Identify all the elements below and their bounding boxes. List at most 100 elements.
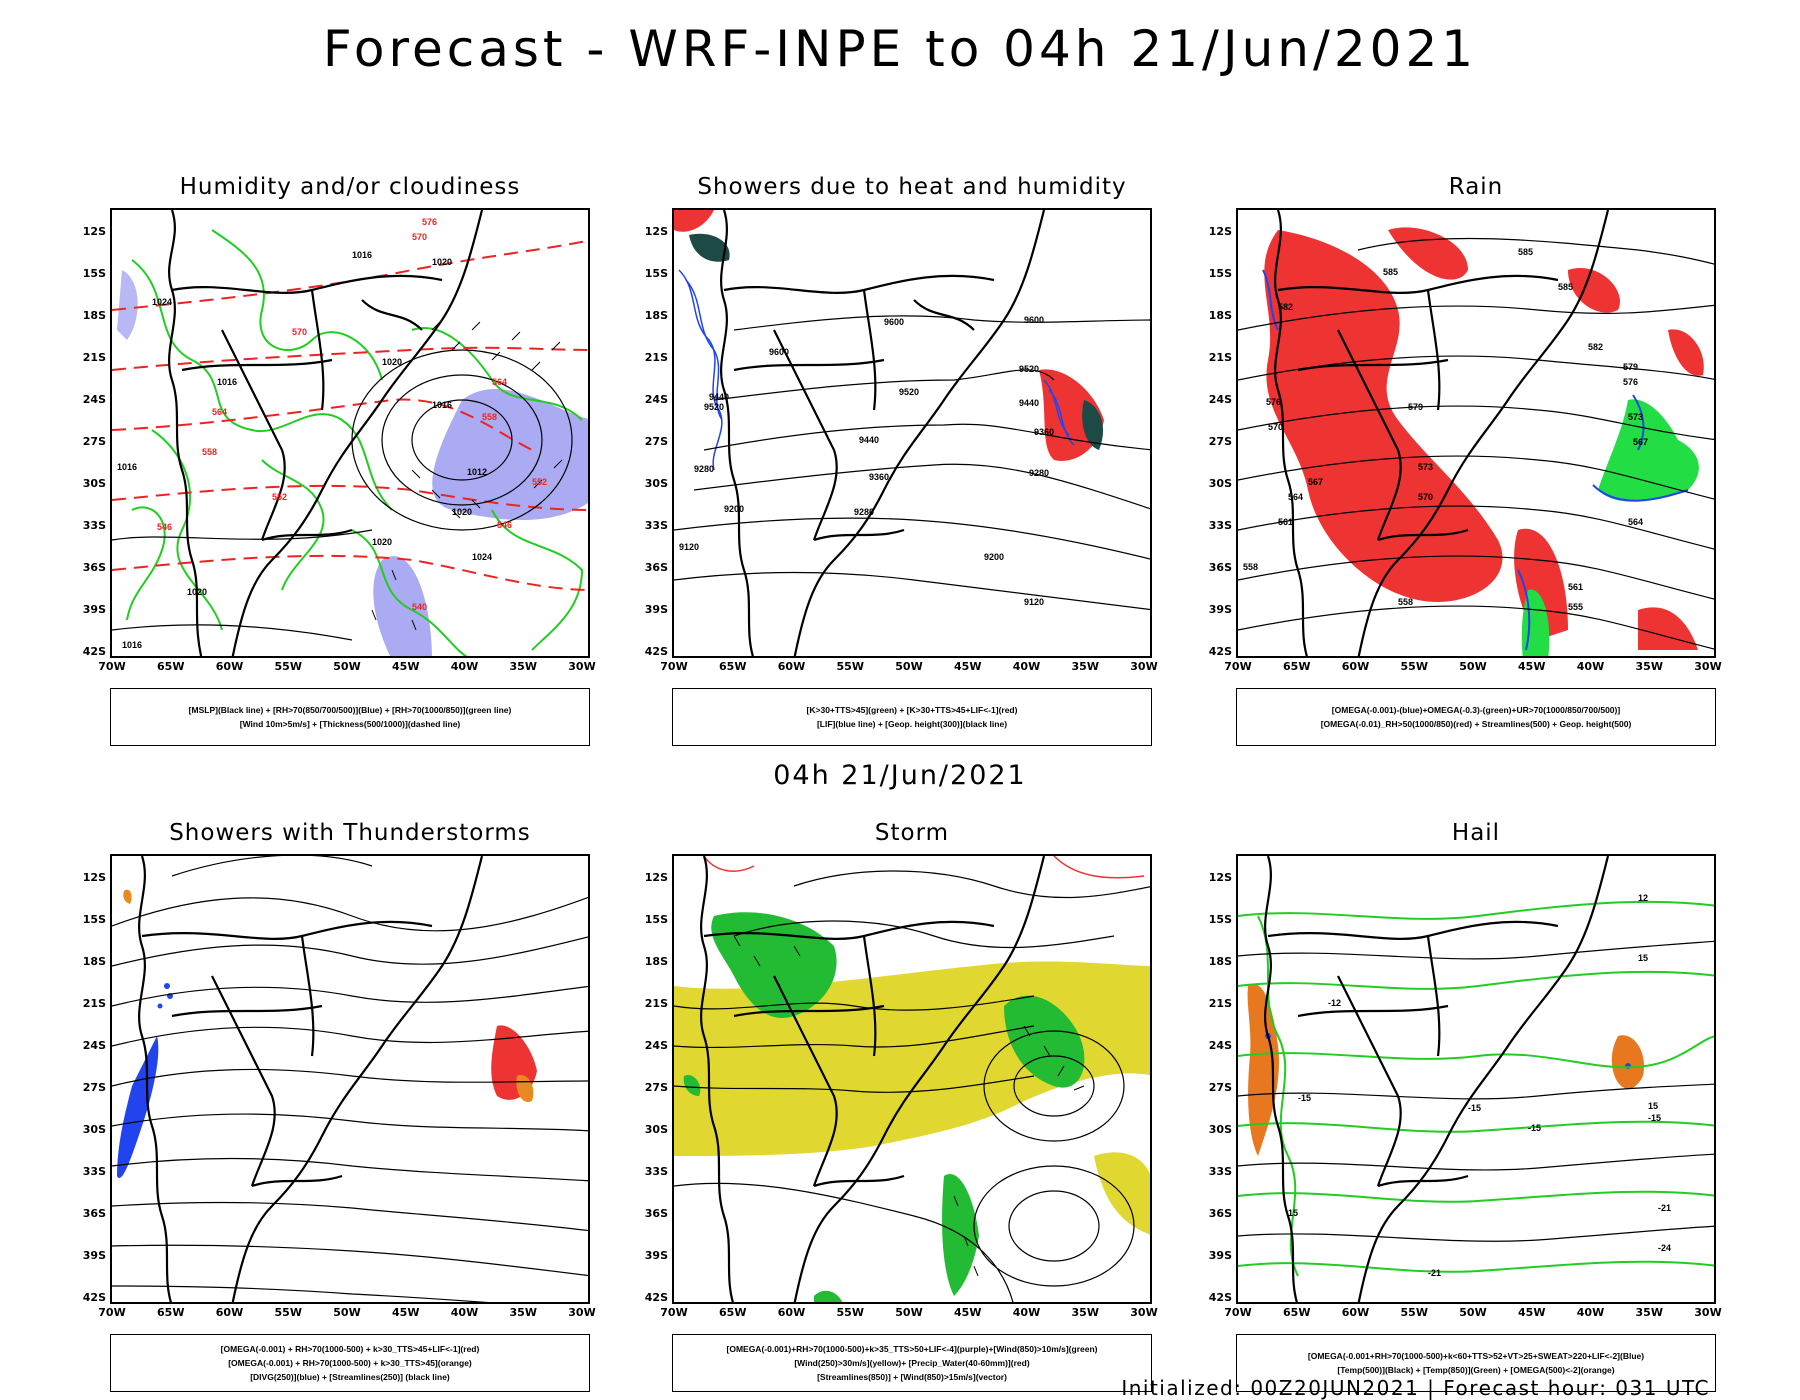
- contour-label: 570: [1418, 492, 1433, 502]
- contour-label: 1016: [432, 400, 452, 410]
- latitude-label: 30S: [644, 477, 668, 490]
- contour-label: 9600: [1024, 315, 1044, 325]
- latitude-label: 18S: [1208, 955, 1232, 968]
- latitude-label: 36S: [644, 1207, 668, 1220]
- latitude-label: 18S: [644, 955, 668, 968]
- latitude-label: 36S: [82, 561, 106, 574]
- contour-label: 585: [1558, 282, 1573, 292]
- legend-line: [OMEGA(-0.01)_RH>50(1000/850)(red) + Str…: [1320, 719, 1632, 729]
- longitude-label: 65W: [157, 660, 185, 673]
- contour-label: 1016: [122, 640, 142, 650]
- latitude-label: 15S: [644, 913, 668, 926]
- contour-label: 15: [1288, 1208, 1298, 1218]
- contour-label: 576: [1623, 377, 1638, 387]
- map-svg: 1016 1020 1024 1016 1020 1012 1016 1016 …: [112, 210, 588, 656]
- latitude-label: 39S: [82, 1249, 106, 1262]
- contour-label: 579: [1408, 402, 1423, 412]
- longitude-label: 30W: [1694, 660, 1722, 673]
- latitude-label: 21S: [644, 997, 668, 1010]
- contour-label: 570: [412, 232, 427, 242]
- contour-label: 15: [1648, 1101, 1658, 1111]
- panel-rain: Rain: [1209, 174, 1722, 754]
- contour-label: 546: [497, 520, 512, 530]
- longitude-label: 50W: [1459, 1306, 1487, 1319]
- latitude-label: 15S: [644, 267, 668, 280]
- contour-label: 9600: [884, 317, 904, 327]
- latitude-label: 30S: [1208, 477, 1232, 490]
- contour-label: -12: [1328, 998, 1341, 1008]
- legend-line: [Wind(250)>30m/s](yellow)+ [Precip_Water…: [794, 1358, 1030, 1368]
- contour-label: 9280: [854, 507, 874, 517]
- longitude-label: 70W: [98, 1306, 126, 1319]
- longitude-label: 55W: [274, 660, 302, 673]
- latitude-label: 21S: [82, 351, 106, 364]
- panel-title: Rain: [1448, 174, 1504, 200]
- latitude-label: 12S: [644, 871, 668, 884]
- coastline-and-borders: [1264, 856, 1610, 1302]
- panel-storm: Storm: [645, 820, 1158, 1400]
- legend: [OMEGA(-0.001) + RH>70(1000-500) + k>30_…: [110, 1334, 590, 1392]
- red-orange-storm: [123, 889, 537, 1102]
- longitude-label: 45W: [954, 1306, 982, 1319]
- longitude-label: 45W: [392, 1306, 420, 1319]
- longitude-label: 35W: [1071, 1306, 1099, 1319]
- longitude-label: 30W: [1130, 1306, 1158, 1319]
- latitude-label: 15S: [82, 267, 106, 280]
- contour-label: 573: [1628, 412, 1643, 422]
- contour-label: 579: [1623, 362, 1638, 372]
- latitude-label: 15S: [1208, 267, 1232, 280]
- legend: [OMEGA(-0.001)-(blue)+OMEGA(-0.3)-(green…: [1236, 688, 1716, 746]
- latitude-label: 39S: [644, 603, 668, 616]
- contour-label: 9200: [984, 552, 1004, 562]
- map-svg: [674, 856, 1150, 1302]
- longitude-label: 70W: [1224, 660, 1252, 673]
- map-svg: -15 -15 -15 -15 -21 -21 -24 -12 12 15 15…: [1238, 856, 1714, 1302]
- coastline-and-borders: [138, 856, 484, 1302]
- contour-label: 552: [272, 492, 287, 502]
- thickness-dashed: [112, 239, 588, 591]
- latitude-label: 12S: [82, 871, 106, 884]
- longitude-label: 55W: [1400, 660, 1428, 673]
- streamlines-250: [112, 856, 588, 1302]
- contour-label: 9200: [724, 504, 744, 514]
- contour-label: 9520: [704, 402, 724, 412]
- panel-title: Storm: [874, 820, 950, 846]
- streamlines-geop: [1238, 237, 1714, 650]
- legend-line: [Temp(500)](Black) + [Temp(850)](Green) …: [1337, 1365, 1615, 1375]
- longitude-label: 65W: [719, 1306, 747, 1319]
- temp850-green: [1238, 900, 1714, 1277]
- map-labels: -15 -15 -15 -15 -21 -21 -24 -12 12 15 15…: [1288, 893, 1671, 1278]
- contour-label: 573: [1418, 462, 1433, 472]
- contour-label: 1020: [382, 357, 402, 367]
- contour-label: 555: [1568, 602, 1583, 612]
- footer-initialized: Initialized: 00Z20JUN2021 | Forecast hou…: [1121, 1376, 1710, 1400]
- map-labels: 1016 1020 1024 1016 1020 1012 1016 1016 …: [117, 217, 547, 650]
- legend-line: [K>30+TTS>45](green) + [K>30+TTS>45+LIF<…: [806, 705, 1018, 715]
- longitude-label: 50W: [333, 660, 361, 673]
- latitude-label: 21S: [1208, 351, 1232, 364]
- wind-vectors: [371, 321, 563, 631]
- latitude-label: 12S: [644, 225, 668, 238]
- contour-label: 9440: [709, 392, 729, 402]
- longitude-label: 50W: [895, 1306, 923, 1319]
- longitude-label: 70W: [660, 660, 688, 673]
- coastline-and-borders: [720, 210, 1046, 656]
- contour-label: 558: [482, 412, 497, 422]
- latitude-label: 42S: [82, 645, 106, 658]
- contour-label: 558: [1398, 597, 1413, 607]
- longitude-label: 30W: [568, 660, 596, 673]
- contour-label: 564: [1288, 492, 1303, 502]
- latitude-label: 15S: [1208, 913, 1232, 926]
- contour-label: 567: [1633, 437, 1648, 447]
- contour-label: 540: [412, 602, 427, 612]
- contour-label: 1012: [467, 467, 487, 477]
- contour-label: 9120: [679, 542, 699, 552]
- contour-label: 1020: [187, 587, 207, 597]
- longitude-label: 55W: [274, 1306, 302, 1319]
- map-hail: -15 -15 -15 -15 -21 -21 -24 -12 12 15 15…: [1236, 854, 1716, 1304]
- latitude-label: 18S: [644, 309, 668, 322]
- latitude-label: 39S: [1208, 1249, 1232, 1262]
- map-storm: [672, 854, 1152, 1304]
- contour-label: 9520: [899, 387, 919, 397]
- latitude-label: 39S: [1208, 603, 1232, 616]
